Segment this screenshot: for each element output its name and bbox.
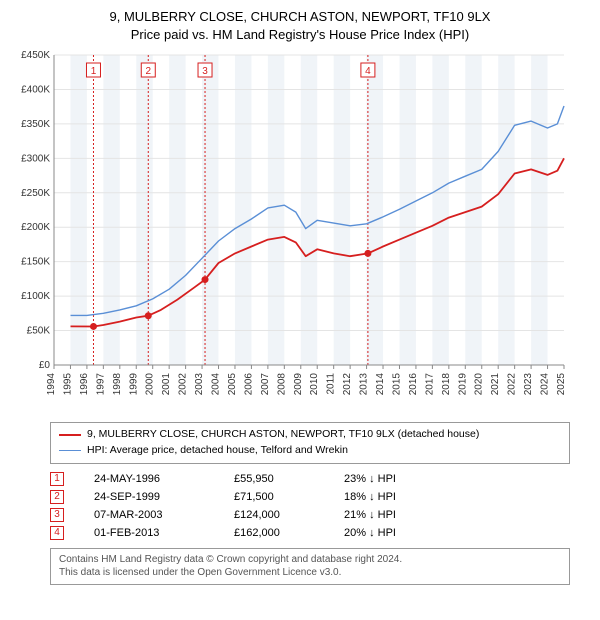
page: 9, MULBERRY CLOSE, CHURCH ASTON, NEWPORT… <box>0 0 600 593</box>
svg-text:1996: 1996 <box>79 373 90 396</box>
event-row: 3 07-MAR-2003 £124,000 21% ↓ HPI <box>50 506 570 524</box>
svg-text:£100K: £100K <box>21 291 50 302</box>
svg-text:£250K: £250K <box>21 188 50 199</box>
svg-text:2006: 2006 <box>243 373 254 396</box>
event-date: 01-FEB-2013 <box>94 527 204 539</box>
event-marker: 2 <box>50 490 64 504</box>
event-marker: 1 <box>50 472 64 486</box>
svg-text:2019: 2019 <box>457 373 468 396</box>
svg-text:2004: 2004 <box>211 373 222 396</box>
legend-row-property: 9, MULBERRY CLOSE, CHURCH ASTON, NEWPORT… <box>59 427 561 443</box>
event-price: £71,500 <box>234 491 314 503</box>
svg-text:1998: 1998 <box>112 373 123 396</box>
events-table: 1 24-MAY-1996 £55,950 23% ↓ HPI 2 24-SEP-1999… <box>50 470 570 542</box>
svg-text:2025: 2025 <box>556 373 567 396</box>
svg-text:1997: 1997 <box>95 373 106 396</box>
svg-text:£0: £0 <box>39 360 51 371</box>
chart: £0 £50K £100K £150K £200K £250K £300K £350K £400… <box>10 49 590 414</box>
svg-text:2001: 2001 <box>161 373 172 396</box>
svg-text:£400K: £400K <box>21 85 50 96</box>
event-row: 2 24-SEP-1999 £71,500 18% ↓ HPI <box>50 488 570 506</box>
footer-line-2: This data is licensed under the Open Gov… <box>59 566 561 580</box>
svg-text:£450K: £450K <box>21 50 50 61</box>
event-price: £162,000 <box>234 527 314 539</box>
svg-text:3: 3 <box>202 66 208 77</box>
svg-text:£300K: £300K <box>21 153 50 164</box>
svg-text:2023: 2023 <box>523 373 534 396</box>
svg-text:2011: 2011 <box>326 373 337 395</box>
event-marker: 3 <box>50 508 64 522</box>
svg-text:2015: 2015 <box>391 373 402 396</box>
legend-swatch-hpi <box>59 450 81 451</box>
event-date: 24-MAY-1996 <box>94 473 204 485</box>
svg-text:2003: 2003 <box>194 373 205 396</box>
svg-text:2005: 2005 <box>227 373 238 396</box>
svg-text:2017: 2017 <box>424 373 435 396</box>
svg-text:2013: 2013 <box>359 373 370 396</box>
event-row: 4 01-FEB-2013 £162,000 20% ↓ HPI <box>50 524 570 542</box>
svg-text:2014: 2014 <box>375 373 386 396</box>
svg-text:£200K: £200K <box>21 222 50 233</box>
legend-label-property: 9, MULBERRY CLOSE, CHURCH ASTON, NEWPORT… <box>87 427 479 443</box>
event-diff: 20% ↓ HPI <box>344 527 444 539</box>
chart-title: 9, MULBERRY CLOSE, CHURCH ASTON, NEWPORT… <box>10 8 590 43</box>
svg-text:£50K: £50K <box>27 326 51 337</box>
svg-text:2000: 2000 <box>145 373 156 396</box>
event-marker: 4 <box>50 526 64 540</box>
svg-text:2007: 2007 <box>260 373 271 396</box>
event-price: £124,000 <box>234 509 314 521</box>
svg-text:1999: 1999 <box>128 373 139 396</box>
title-line-2: Price paid vs. HM Land Registry's House … <box>10 26 590 44</box>
svg-text:4: 4 <box>365 66 371 77</box>
svg-text:1: 1 <box>91 66 97 77</box>
svg-text:2024: 2024 <box>540 373 551 396</box>
svg-text:2009: 2009 <box>293 373 304 396</box>
svg-text:2018: 2018 <box>441 373 452 396</box>
chart-svg: £0 £50K £100K £150K £200K £250K £300K £350K £400… <box>10 49 570 409</box>
svg-text:2010: 2010 <box>309 373 320 396</box>
svg-text:1994: 1994 <box>46 373 57 396</box>
svg-text:2002: 2002 <box>178 373 189 396</box>
footer-line-1: Contains HM Land Registry data © Crown c… <box>59 553 561 567</box>
svg-text:2012: 2012 <box>342 373 353 396</box>
svg-text:2022: 2022 <box>507 373 518 396</box>
event-row: 1 24-MAY-1996 £55,950 23% ↓ HPI <box>50 470 570 488</box>
legend-swatch-property <box>59 434 81 436</box>
svg-text:1995: 1995 <box>62 373 73 396</box>
legend-label-hpi: HPI: Average price, detached house, Telf… <box>87 443 348 459</box>
svg-text:2016: 2016 <box>408 373 419 396</box>
svg-text:2020: 2020 <box>474 373 485 396</box>
svg-text:2008: 2008 <box>276 373 287 396</box>
svg-text:2: 2 <box>145 66 151 77</box>
event-price: £55,950 <box>234 473 314 485</box>
legend: 9, MULBERRY CLOSE, CHURCH ASTON, NEWPORT… <box>50 422 570 464</box>
svg-text:2021: 2021 <box>490 373 501 396</box>
event-diff: 21% ↓ HPI <box>344 509 444 521</box>
title-line-1: 9, MULBERRY CLOSE, CHURCH ASTON, NEWPORT… <box>10 8 590 26</box>
event-date: 07-MAR-2003 <box>94 509 204 521</box>
legend-row-hpi: HPI: Average price, detached house, Telf… <box>59 443 561 459</box>
svg-text:£150K: £150K <box>21 257 50 268</box>
event-diff: 18% ↓ HPI <box>344 491 444 503</box>
footer: Contains HM Land Registry data © Crown c… <box>50 548 570 585</box>
svg-text:£350K: £350K <box>21 119 50 130</box>
event-diff: 23% ↓ HPI <box>344 473 444 485</box>
event-date: 24-SEP-1999 <box>94 491 204 503</box>
